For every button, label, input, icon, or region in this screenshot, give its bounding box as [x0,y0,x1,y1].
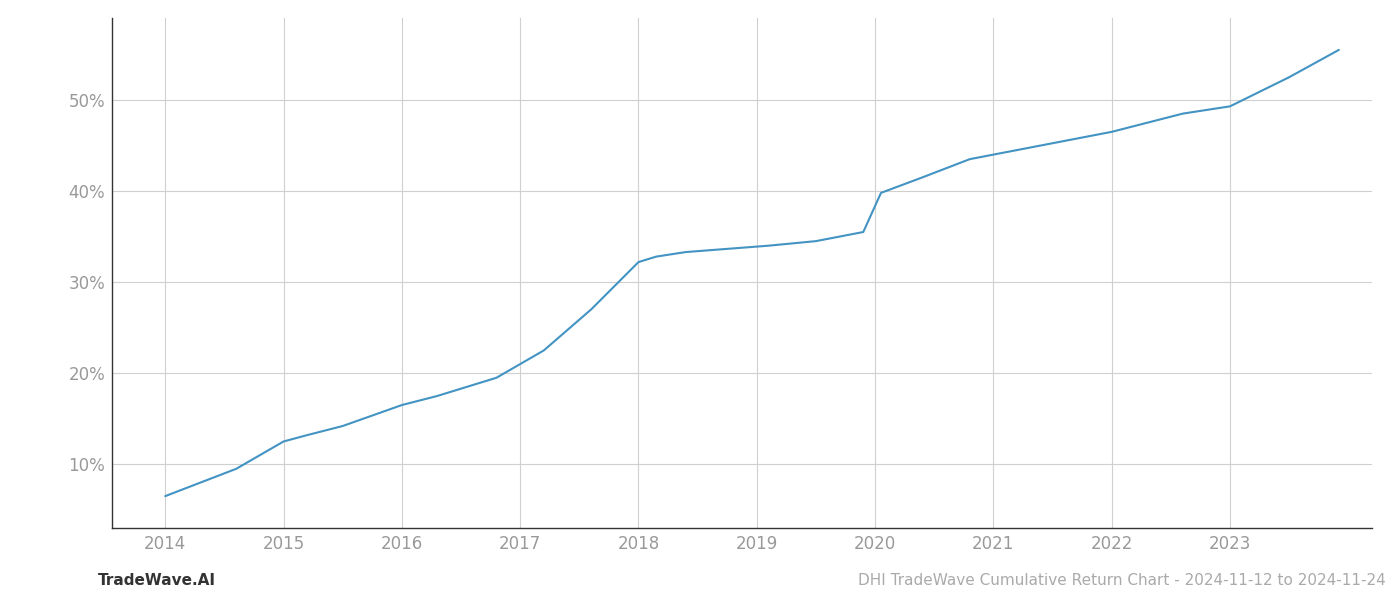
Text: DHI TradeWave Cumulative Return Chart - 2024-11-12 to 2024-11-24: DHI TradeWave Cumulative Return Chart - … [858,573,1386,588]
Text: TradeWave.AI: TradeWave.AI [98,573,216,588]
